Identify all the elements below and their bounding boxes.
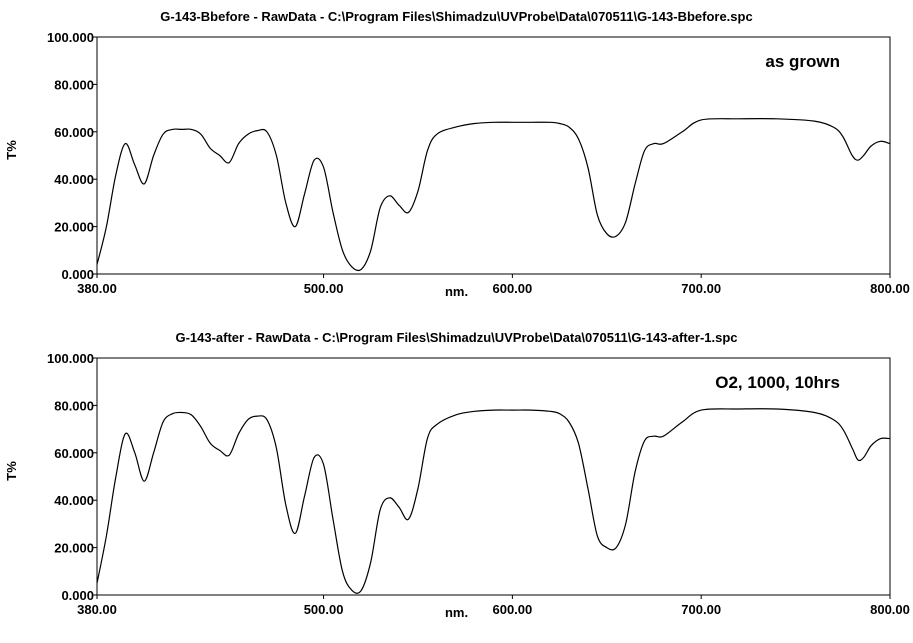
y-tick-label: 20.000 xyxy=(54,541,94,556)
x-tick-label: 700.00 xyxy=(681,281,721,296)
y-tick-label: 100.000 xyxy=(47,351,94,366)
chart-title: G-143-after - RawData - C:\Program Files… xyxy=(175,330,738,345)
chart-panel-before: G-143-Bbefore - RawData - C:\Program Fil… xyxy=(0,0,913,321)
x-tick-label: 500.00 xyxy=(304,602,344,617)
x-tick-label: 600.00 xyxy=(492,281,532,296)
transmittance-line xyxy=(96,408,891,594)
chart-plot-area: 0.000 20.000 40.000 60.000 80.000 100.000 380.… xyxy=(47,351,910,617)
plot-frame xyxy=(96,36,891,275)
x-axis-label: nm. xyxy=(444,284,469,299)
y-tick-label: 100.000 xyxy=(47,30,94,45)
y-tick-label: 40.000 xyxy=(54,493,94,508)
x-tick-label: 500.00 xyxy=(304,281,344,296)
x-axis-label: nm. xyxy=(444,605,469,620)
y-tick-label: 60.000 xyxy=(54,446,94,461)
plot-frame xyxy=(96,357,891,596)
annotation-label: O2, 1000, 10hrs xyxy=(715,373,840,392)
y-tick-label: 20.000 xyxy=(54,220,94,235)
chart-panel-after: G-143-after - RawData - C:\Program Files… xyxy=(0,321,913,642)
x-tick-label: 380.00 xyxy=(77,281,117,296)
x-tick-label: 800.00 xyxy=(870,281,910,296)
transmittance-line xyxy=(96,117,891,272)
x-tick-label: 600.00 xyxy=(492,602,532,617)
x-tick-label: 800.00 xyxy=(870,602,910,617)
annotation-label: as grown xyxy=(765,52,840,71)
y-tick-label: 40.000 xyxy=(54,172,94,187)
y-tick-label: 80.000 xyxy=(54,398,94,413)
chart-title: G-143-Bbefore - RawData - C:\Program Fil… xyxy=(160,9,753,24)
y-tick-label: 0.000 xyxy=(61,588,94,603)
chart-plot-area: 0.000 20.000 40.000 60.000 80.000 100.000 380.… xyxy=(47,30,910,296)
y-tick-label: 0.000 xyxy=(61,267,94,282)
x-tick-label: 380.00 xyxy=(77,602,117,617)
y-tick-label: 60.000 xyxy=(54,125,94,140)
x-tick-label: 700.00 xyxy=(681,602,721,617)
y-tick-label: 80.000 xyxy=(54,77,94,92)
